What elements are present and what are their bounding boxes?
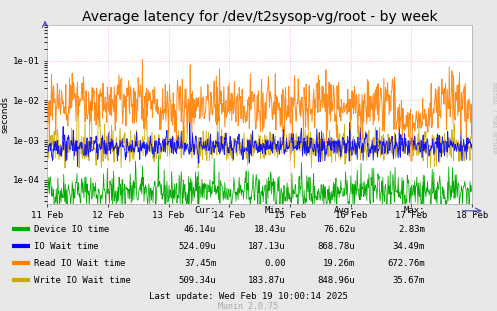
Text: 19.26m: 19.26m (323, 259, 355, 268)
Text: 868.78u: 868.78u (318, 242, 355, 251)
Text: 509.34u: 509.34u (178, 276, 216, 285)
Text: Avg:: Avg: (334, 206, 355, 215)
Text: 37.45m: 37.45m (184, 259, 216, 268)
Text: 672.76m: 672.76m (387, 259, 425, 268)
Text: 183.87u: 183.87u (248, 276, 286, 285)
Text: Min:: Min: (264, 206, 286, 215)
Y-axis label: seconds: seconds (1, 96, 10, 133)
Text: 524.09u: 524.09u (178, 242, 216, 251)
Text: 18.43u: 18.43u (253, 225, 286, 234)
Text: IO Wait time: IO Wait time (34, 242, 98, 251)
Text: 76.62u: 76.62u (323, 225, 355, 234)
Text: Last update: Wed Feb 19 10:00:14 2025: Last update: Wed Feb 19 10:00:14 2025 (149, 292, 348, 301)
Text: Device IO time: Device IO time (34, 225, 109, 234)
Text: 2.83m: 2.83m (398, 225, 425, 234)
Text: Write IO Wait time: Write IO Wait time (34, 276, 131, 285)
Text: 46.14u: 46.14u (184, 225, 216, 234)
Text: 187.13u: 187.13u (248, 242, 286, 251)
Text: Read IO Wait time: Read IO Wait time (34, 259, 125, 268)
Text: 35.67m: 35.67m (393, 276, 425, 285)
Text: Max:: Max: (404, 206, 425, 215)
Title: Average latency for /dev/t2sysop-vg/root - by week: Average latency for /dev/t2sysop-vg/root… (82, 10, 437, 24)
Text: Cur:: Cur: (195, 206, 216, 215)
Text: 34.49m: 34.49m (393, 242, 425, 251)
Text: RRDTOOL / TOBI OETIKER: RRDTOOL / TOBI OETIKER (491, 82, 496, 154)
Text: 0.00: 0.00 (264, 259, 286, 268)
Text: 848.96u: 848.96u (318, 276, 355, 285)
Text: Munin 2.0.75: Munin 2.0.75 (219, 302, 278, 311)
